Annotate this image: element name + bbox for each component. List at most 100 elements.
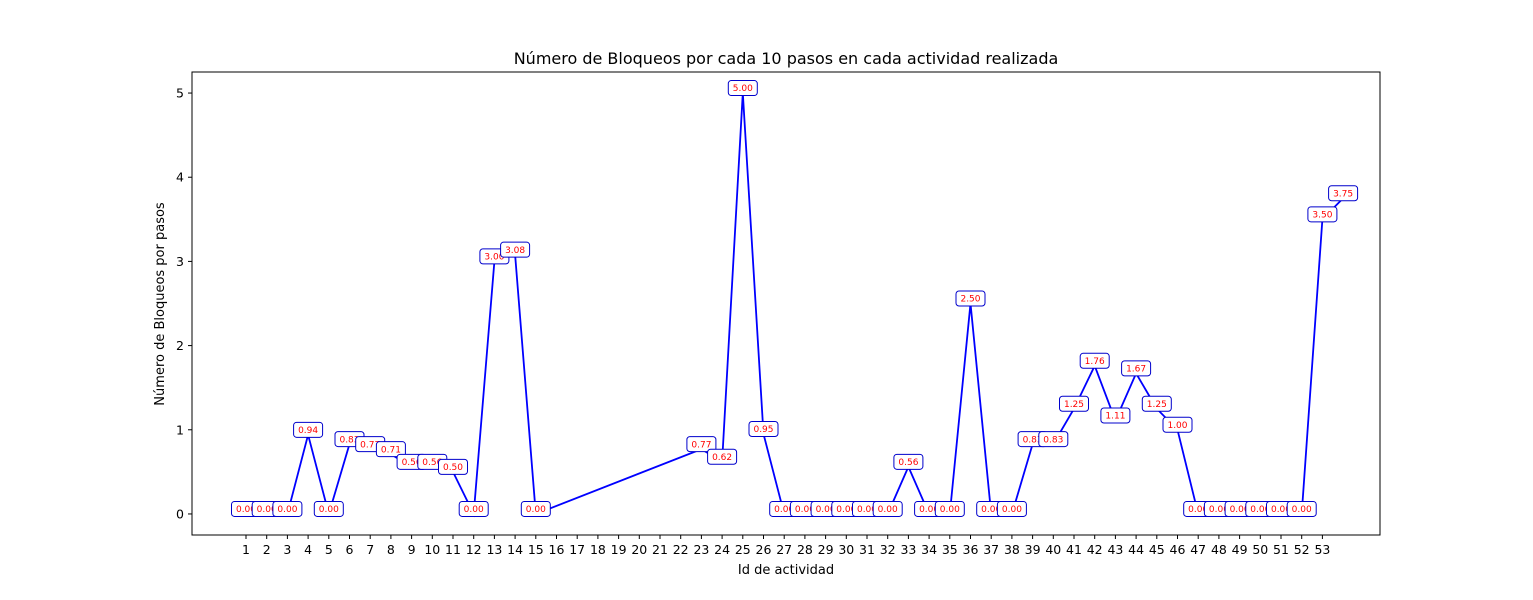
x-tick-label: 11 xyxy=(445,542,461,557)
data-label-text: 0.00 xyxy=(774,505,794,515)
data-label-box xyxy=(1307,206,1338,223)
data-label-text: 0.00 xyxy=(526,505,546,515)
x-tick-label: 9 xyxy=(408,542,416,557)
data-label: 1.00 xyxy=(1162,416,1193,433)
data-label-text: 5.00 xyxy=(733,84,753,94)
data-label-text: 3.00 xyxy=(484,253,504,263)
x-axis: 1 2 3 4 5 6 7 8 9 10 11 12 13 14 15 16 17 18 19 20 21 22 23 24 2… xyxy=(242,535,1330,557)
x-tick-label: 14 xyxy=(507,542,523,557)
data-label-text: 0.00 xyxy=(981,505,1001,515)
data-label-text: 0.95 xyxy=(753,425,773,435)
data-label-text: 0.00 xyxy=(236,505,256,515)
x-tick-label: 40 xyxy=(1045,542,1061,557)
data-label-text: 0.50 xyxy=(443,463,463,473)
data-label: 3.75 xyxy=(1328,185,1359,202)
x-tick-label: 39 xyxy=(1025,542,1041,557)
x-tick-label: 17 xyxy=(569,542,585,557)
data-label: 0.00 xyxy=(272,500,303,517)
data-label: 0.00 xyxy=(934,500,965,517)
data-label-text: 0.00 xyxy=(1292,505,1312,515)
data-label-text: 0.00 xyxy=(878,505,898,515)
x-tick-label: 33 xyxy=(900,542,916,557)
data-label-box xyxy=(934,500,965,517)
x-tick-label: 26 xyxy=(756,542,772,557)
data-label: 0.62 xyxy=(707,448,738,465)
data-label-box xyxy=(1100,407,1131,424)
data-label-text: 1.76 xyxy=(1085,357,1105,367)
data-label-box xyxy=(1038,431,1069,448)
y-tick-label: 0 xyxy=(176,506,184,521)
data-label-box xyxy=(1162,416,1193,433)
data-label-text: 0.00 xyxy=(1250,505,1270,515)
data-label: 3.50 xyxy=(1307,206,1338,223)
data-label-box xyxy=(872,500,903,517)
data-label-text: 1.67 xyxy=(1126,365,1146,375)
data-label-box xyxy=(1286,500,1317,517)
x-tick-label: 49 xyxy=(1232,542,1248,557)
data-label-text: 0.00 xyxy=(319,505,339,515)
data-label-box xyxy=(438,458,468,475)
x-tick-label: 24 xyxy=(714,542,730,557)
plot-frame xyxy=(191,71,1381,536)
x-tick-label: 38 xyxy=(1004,542,1020,557)
x-tick-label: 19 xyxy=(611,542,627,557)
x-tick-label: 47 xyxy=(1190,542,1206,557)
x-tick-label: 21 xyxy=(652,542,668,557)
data-label-text: 3.08 xyxy=(505,246,525,256)
data-label-text: 1.25 xyxy=(1147,400,1167,410)
data-label: 0.50 xyxy=(438,458,468,475)
data-label-text: 0.94 xyxy=(298,426,318,436)
x-tick-label: 8 xyxy=(387,542,395,557)
y-tick-label: 5 xyxy=(176,86,184,101)
x-tick-label: 5 xyxy=(325,542,333,557)
data-label-box xyxy=(500,241,531,258)
x-axis-label: Id de actividad xyxy=(738,563,834,578)
data-label: 0.95 xyxy=(748,420,779,437)
chart-title: Número de Bloqueos por cada 10 pasos en … xyxy=(514,49,1059,68)
data-label-box xyxy=(996,500,1027,517)
x-tick-label: 4 xyxy=(304,542,312,557)
data-label: 2.50 xyxy=(955,290,986,307)
data-label: 5.00 xyxy=(727,80,758,97)
x-tick-label: 23 xyxy=(693,542,709,557)
data-label-text: 0.00 xyxy=(1209,505,1229,515)
series-line xyxy=(246,92,1344,518)
data-label-text: 0.00 xyxy=(257,505,277,515)
data-label-text: 3.50 xyxy=(1312,211,1332,221)
data-label-box xyxy=(1328,185,1359,202)
data-label-text: 0.00 xyxy=(857,505,877,515)
x-tick-label: 2 xyxy=(263,542,271,557)
y-axis: 0 1 2 3 4 5 xyxy=(176,86,192,521)
x-tick-label: 29 xyxy=(818,542,834,557)
data-label-text: 0.00 xyxy=(836,505,856,515)
x-tick-label: 1 xyxy=(242,542,250,557)
data-label: 0.94 xyxy=(293,421,324,438)
x-tick-label: 34 xyxy=(921,542,937,557)
data-label-text: 0.83 xyxy=(339,435,359,445)
data-label-text: 0.00 xyxy=(919,505,939,515)
data-label-text: 0.56 xyxy=(898,458,918,468)
data-label: 3.08 xyxy=(500,241,531,258)
x-tick-label: 42 xyxy=(1087,542,1103,557)
data-label-box xyxy=(707,448,738,465)
data-label: 0.00 xyxy=(313,500,344,517)
data-label-box xyxy=(293,421,324,438)
x-tick-label: 36 xyxy=(963,542,979,557)
data-label-text: 0.00 xyxy=(940,505,960,515)
data-label: 0.00 xyxy=(458,500,489,517)
data-label: 0.83 xyxy=(1038,431,1069,448)
data-label: 0.71 xyxy=(375,441,406,458)
y-axis-label: Número de Bloqueos por pasos xyxy=(153,202,168,406)
data-label: 1.25 xyxy=(1059,395,1089,412)
data-label-text: 0.00 xyxy=(464,505,484,515)
x-tick-label: 50 xyxy=(1252,542,1268,557)
x-tick-label: 52 xyxy=(1294,542,1310,557)
data-label: 0.00 xyxy=(872,500,903,517)
x-tick-label: 10 xyxy=(424,542,440,557)
data-label-text: 0.00 xyxy=(1002,505,1022,515)
data-label-text: 0.77 xyxy=(360,440,380,450)
data-label: 1.25 xyxy=(1141,395,1172,412)
x-tick-label: 15 xyxy=(528,542,544,557)
data-label: 0.00 xyxy=(996,500,1027,517)
